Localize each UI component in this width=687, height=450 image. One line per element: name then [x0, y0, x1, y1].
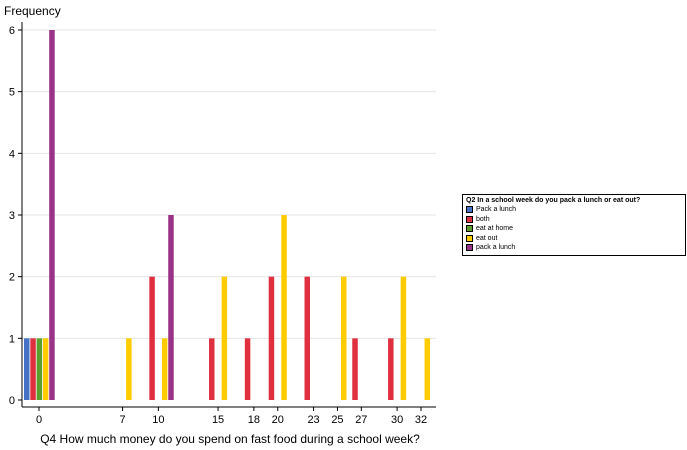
bar	[30, 338, 36, 400]
x-tick-label: 18	[248, 414, 260, 426]
y-tick-label: 1	[9, 333, 15, 345]
bar	[221, 276, 228, 400]
x-tick-label: 23	[307, 414, 319, 426]
bar	[424, 338, 431, 400]
x-tick-label: 0	[36, 414, 42, 426]
bar	[168, 215, 174, 400]
x-tick-label: 25	[331, 414, 343, 426]
x-axis-label: Q4 How much money do you spend on fast f…	[40, 432, 420, 446]
bar	[340, 276, 347, 400]
bar	[24, 338, 30, 400]
y-tick-label: 2	[9, 272, 15, 284]
bar	[126, 338, 132, 400]
legend-swatch	[466, 215, 473, 223]
legend-swatch	[466, 225, 473, 233]
legend-label: both	[476, 215, 490, 223]
legend-swatch	[466, 206, 473, 214]
legend-label: eat at home	[476, 225, 513, 233]
bar	[281, 215, 287, 400]
x-tick-label: 10	[152, 414, 164, 426]
legend-swatch	[466, 244, 473, 252]
legend-label: eat out	[476, 234, 498, 242]
y-tick-label: 3	[9, 210, 15, 222]
legend-item: both	[466, 215, 682, 225]
x-tick-label: 7	[120, 414, 126, 426]
bar	[388, 338, 394, 400]
y-tick-label: 0	[9, 395, 15, 407]
x-tick-label: 27	[355, 414, 367, 426]
y-tick-label: 4	[9, 148, 15, 160]
x-tick-label: 15	[212, 414, 224, 426]
bar	[36, 338, 43, 400]
bar	[49, 30, 55, 400]
x-tick-label: 32	[415, 414, 427, 426]
bar	[149, 276, 155, 400]
legend-swatch	[466, 234, 473, 242]
legend-item: eat out	[466, 234, 682, 244]
bar	[352, 338, 358, 400]
x-tick-label: 30	[391, 414, 403, 426]
bar	[209, 338, 215, 400]
bar	[42, 338, 49, 400]
y-tick-label: 5	[9, 87, 15, 99]
legend-label: pack a lunch	[476, 244, 516, 252]
legend-item: Pack a lunch	[466, 205, 682, 215]
x-tick-label: 20	[272, 414, 284, 426]
y-tick-label: 6	[9, 25, 15, 37]
legend-title: Q2 In a school week do you pack a lunch …	[466, 197, 641, 204]
bar	[400, 276, 407, 400]
legend-item: eat at home	[466, 224, 682, 234]
bar	[161, 338, 168, 400]
bar	[304, 276, 311, 400]
legend-item: pack a lunch	[466, 243, 682, 253]
legend: Q2 In a school week do you pack a lunch …	[462, 194, 686, 256]
bar	[268, 276, 275, 400]
legend-label: Pack a lunch	[476, 206, 517, 214]
bar	[244, 338, 251, 400]
y-axis-label: Frequency	[4, 4, 61, 18]
